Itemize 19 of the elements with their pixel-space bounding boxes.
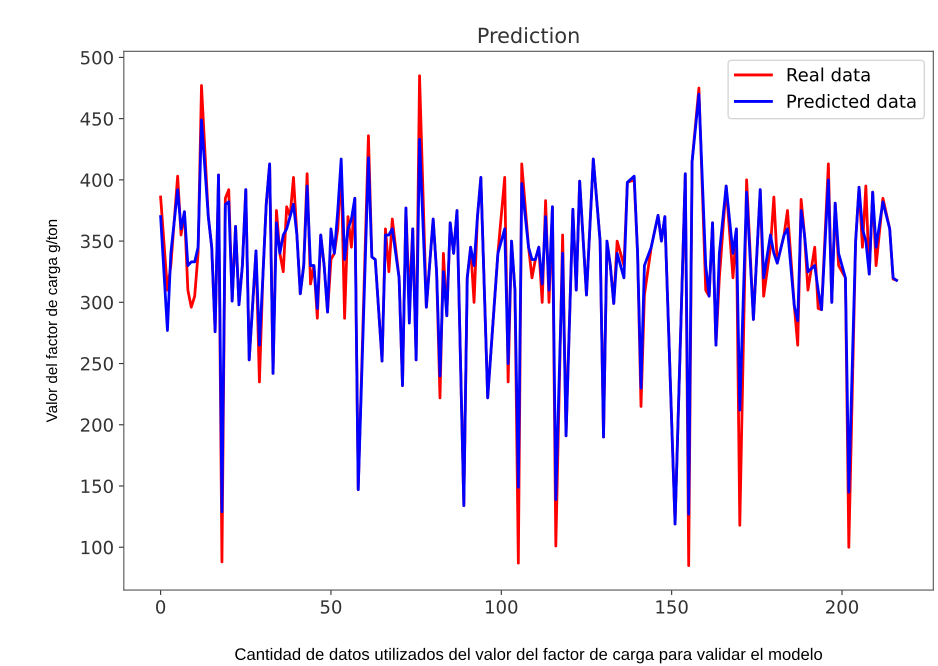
y-tick-label: 500: [81, 50, 113, 65]
y-axis-title: Valor del factor de carga g/ton: [46, 220, 60, 422]
y-tick-label: 400: [80, 173, 113, 187]
x-tick-label: 0: [156, 600, 166, 614]
legend-label: Real data: [788, 68, 870, 82]
y-tick-label: 350: [81, 234, 113, 248]
y-tick-label: 300: [81, 296, 113, 310]
x-tick-label: 100: [486, 600, 518, 614]
chart-title: Prediction: [478, 27, 579, 44]
y-tick-label: 200: [80, 418, 113, 432]
x-axis-title: Cantidad de datos utilizados del valor del factor de carga para validar el modelo: [235, 648, 822, 664]
x-tick-label: 50: [320, 600, 342, 614]
y-tick-label: 100: [82, 540, 113, 554]
legend-label: Predicted data: [788, 94, 916, 108]
y-tick-label: 150: [82, 479, 113, 494]
x-tick-label: 200: [826, 600, 858, 614]
x-tick-label: 150: [656, 600, 688, 614]
y-tick-label: 450: [80, 112, 113, 126]
y-tick-label: 250: [80, 356, 113, 371]
